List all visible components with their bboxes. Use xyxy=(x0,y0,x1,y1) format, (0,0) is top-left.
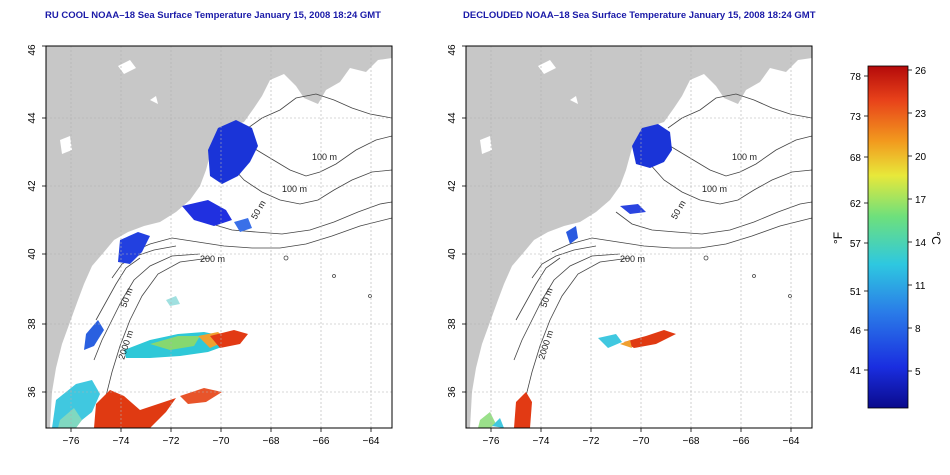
fahrenheit-tick: 73 xyxy=(850,112,862,123)
map-grid xyxy=(46,46,392,428)
x-tick-label: −74 xyxy=(113,436,130,447)
x-tick-label: −68 xyxy=(263,436,280,447)
contour-label: 200 m xyxy=(200,254,225,264)
bathymetry-contours xyxy=(513,93,812,421)
celsius-tick: 5 xyxy=(915,367,921,378)
celsius-tick: 20 xyxy=(915,152,927,163)
fahrenheit-tick: 78 xyxy=(850,72,862,83)
y-tick-label: 38 xyxy=(27,318,38,330)
sst-data xyxy=(478,124,676,428)
y-tick-label: 42 xyxy=(27,180,38,192)
y-tick-label: 42 xyxy=(447,180,458,192)
x-tick-label: −66 xyxy=(733,436,750,447)
x-tick-label: −76 xyxy=(483,436,500,447)
contour-label: 200 m xyxy=(620,254,645,264)
x-tick-label: −70 xyxy=(213,436,230,447)
contour-label: 100 m xyxy=(312,152,337,162)
left-panel-title: RU COOL NOAA–18 Sea Surface Temperature … xyxy=(45,10,381,21)
y-tick-label: 44 xyxy=(447,112,458,124)
x-tick-label: −72 xyxy=(583,436,600,447)
y-tick-label: 36 xyxy=(447,386,458,398)
x-tick-label: −64 xyxy=(363,436,380,447)
celsius-axis-label: °C xyxy=(929,231,943,245)
fahrenheit-tick: 41 xyxy=(850,366,862,377)
x-tick-label: −72 xyxy=(163,436,180,447)
right-panel-title: DECLOUDED NOAA–18 Sea Surface Temperatur… xyxy=(463,10,816,21)
y-tick-label: 44 xyxy=(27,112,38,124)
contour-label: 100 m xyxy=(702,184,727,194)
fahrenheit-tick: 57 xyxy=(850,239,862,250)
y-tick-label: 36 xyxy=(27,386,38,398)
y-tick-label: 40 xyxy=(447,248,458,260)
bathymetry-contours xyxy=(93,93,392,421)
land-mass xyxy=(46,46,392,428)
y-tick-label: 46 xyxy=(447,44,458,56)
right-sst-map: 100 m 100 m 50 m 200 m 50 m 2000 m −76 −… xyxy=(447,44,813,447)
map-frame xyxy=(45,45,393,429)
x-tick-label: −76 xyxy=(63,436,80,447)
fahrenheit-tick: 51 xyxy=(850,287,862,298)
celsius-tick: 11 xyxy=(915,281,926,292)
fahrenheit-axis-label: °F xyxy=(831,232,845,244)
y-tick-label: 40 xyxy=(27,248,38,260)
y-tick-label: 46 xyxy=(27,44,38,56)
map-grid xyxy=(466,46,812,428)
x-tick-label: −66 xyxy=(313,436,330,447)
left-sst-map: 100 m 100 m 50 m 200 m 50 m 2000 m −76 −… xyxy=(27,44,393,447)
celsius-tick: 14 xyxy=(915,238,927,249)
fahrenheit-tick: 68 xyxy=(850,153,862,164)
x-tick-label: −70 xyxy=(633,436,650,447)
celsius-tick: 17 xyxy=(915,195,927,206)
map-frame xyxy=(465,45,813,429)
contour-label: 100 m xyxy=(282,184,307,194)
temperature-colorbar: 78 73 68 62 57 51 46 41 26 23 20 17 14 1… xyxy=(831,65,943,409)
colorbar-gradient xyxy=(867,65,909,409)
y-tick-label: 38 xyxy=(447,318,458,330)
land-mass xyxy=(466,46,812,428)
fahrenheit-tick: 46 xyxy=(850,326,862,337)
celsius-tick: 26 xyxy=(915,66,927,77)
x-tick-label: −74 xyxy=(533,436,550,447)
fahrenheit-tick: 62 xyxy=(850,199,862,210)
celsius-tick: 8 xyxy=(915,324,921,335)
x-tick-label: −64 xyxy=(783,436,800,447)
contour-label: 100 m xyxy=(732,152,757,162)
celsius-tick: 23 xyxy=(915,109,927,120)
x-tick-label: −68 xyxy=(683,436,700,447)
